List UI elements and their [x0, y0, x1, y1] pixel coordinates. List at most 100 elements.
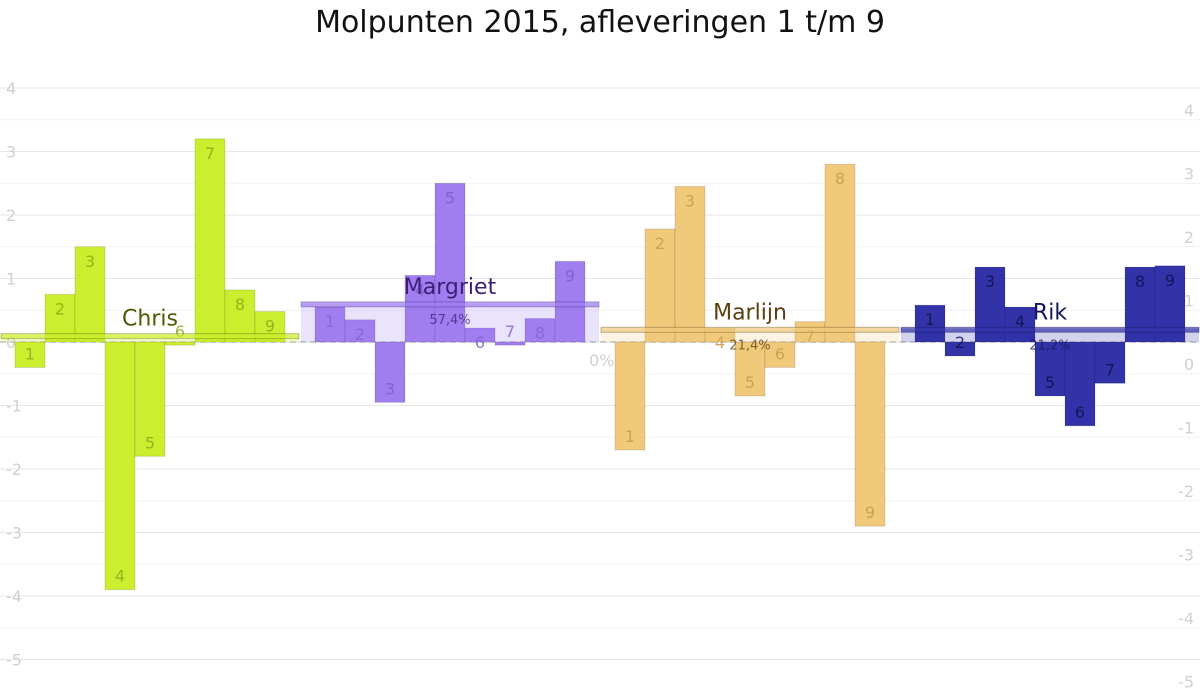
average-margriet: Margriet 57,4% — [300, 275, 600, 342]
bar-label: 3 — [985, 272, 995, 291]
average-line — [600, 326, 900, 333]
average-line — [300, 301, 600, 308]
bar-label: 1 — [25, 344, 35, 363]
average-rik: Rik 21,2% — [900, 300, 1200, 353]
bar — [314, 306, 346, 343]
bar-label: 3 — [385, 379, 395, 398]
y-tick-left: -3 — [6, 524, 22, 543]
bar-label: 8 — [1135, 272, 1145, 291]
bar-label: 6 — [175, 322, 185, 341]
average-chris: Chris — [0, 307, 300, 342]
bar — [74, 246, 106, 343]
average-marlijn: Marlijn 21,4% — [600, 300, 900, 353]
bar — [164, 341, 196, 346]
y-tick-right: -3 — [1178, 546, 1194, 565]
bar-label: 2 — [355, 325, 365, 344]
series-name: Margriet — [404, 275, 497, 300]
series-margriet: 1 2 3 4 5 6 7 8 9 — [314, 182, 586, 403]
grid — [0, 87, 1200, 660]
series-percentage: 21,4% — [729, 338, 770, 353]
y-tick-right: -2 — [1178, 482, 1194, 501]
bar-label: 2 — [955, 333, 965, 352]
bar — [854, 341, 886, 527]
bar-label: 7 — [1105, 360, 1115, 379]
y-tick-left: 1 — [6, 270, 16, 289]
bar-label: 6 — [775, 344, 785, 363]
bar-label: 6 — [475, 333, 485, 352]
bar — [104, 341, 136, 591]
y-tick-left: -2 — [6, 460, 22, 479]
bar-label: 5 — [445, 188, 455, 207]
series-name: Marlijn — [713, 300, 787, 325]
bar-label: 6 — [1075, 403, 1085, 422]
bar-label: 3 — [85, 252, 95, 271]
bar-label: 2 — [55, 299, 65, 318]
series-percentage: 57,4% — [429, 313, 470, 328]
series-name: Rik — [1033, 300, 1067, 325]
series-name: Chris — [122, 307, 178, 332]
bar-label: 5 — [145, 433, 155, 452]
bar — [14, 341, 46, 368]
bar-label: 4 — [415, 280, 425, 299]
bar — [1004, 306, 1036, 343]
bar — [464, 327, 496, 343]
bar-label: 9 — [265, 317, 275, 336]
bar — [224, 289, 256, 343]
bar-label: 1 — [325, 312, 335, 331]
y-tick-right: 0 — [1184, 355, 1194, 374]
bar — [374, 341, 406, 403]
series-marlijn: 1 2 3 4 5 6 7 8 9 — [614, 163, 886, 527]
y-tick-left: 3 — [6, 143, 16, 162]
zero-percent-label: 0% — [589, 351, 614, 370]
bar — [614, 341, 646, 451]
bar-label: 7 — [205, 144, 215, 163]
bar-label: 7 — [505, 322, 515, 341]
bar — [134, 341, 166, 457]
bar — [764, 341, 796, 368]
y-tick-right: 1 — [1184, 292, 1194, 311]
y-tick-right: -1 — [1178, 419, 1194, 438]
bar — [344, 319, 376, 343]
y-tick-left: -4 — [6, 587, 22, 606]
y-tick-right: -5 — [1178, 673, 1194, 692]
bar — [674, 185, 706, 343]
y-tick-right: 4 — [1184, 101, 1194, 120]
bar — [404, 274, 436, 343]
bar — [914, 304, 946, 343]
bar-label: 4 — [1015, 312, 1025, 331]
chart-title: Molpunten 2015, afleveringen 1 t/m 9 — [315, 5, 885, 40]
bar — [494, 341, 526, 346]
bar-label: 9 — [1165, 271, 1175, 290]
y-tick-left: 4 — [6, 79, 16, 98]
bar — [1034, 341, 1066, 397]
bar-label: 8 — [235, 295, 245, 314]
bar — [554, 260, 586, 343]
bar-label: 2 — [655, 234, 665, 253]
series-chris: 1 2 3 4 5 6 7 8 9 — [14, 138, 286, 591]
bar-label: 5 — [1045, 373, 1055, 392]
average-band — [1, 335, 299, 342]
bar-label: 9 — [865, 503, 875, 522]
y-tick-left: 2 — [6, 206, 16, 225]
bar-label: 7 — [805, 327, 815, 346]
bar — [734, 341, 766, 397]
average-line — [900, 326, 1200, 333]
y-tick-left: 0 — [6, 333, 16, 352]
bar-label: 8 — [535, 324, 545, 343]
bar — [1064, 341, 1096, 427]
y-tick-left: -1 — [6, 397, 22, 416]
bar — [434, 182, 466, 343]
average-band — [601, 329, 899, 342]
average-band — [301, 303, 599, 342]
bar-label: 4 — [715, 333, 725, 352]
bar-label: 5 — [745, 373, 755, 392]
bar-label: 4 — [115, 567, 125, 586]
average-band — [901, 329, 1199, 342]
y-tick-right: -4 — [1178, 609, 1194, 628]
bar — [194, 138, 226, 343]
bar-label: 3 — [685, 191, 695, 210]
bar-label: 1 — [925, 310, 935, 329]
bar-label: 8 — [835, 169, 845, 188]
